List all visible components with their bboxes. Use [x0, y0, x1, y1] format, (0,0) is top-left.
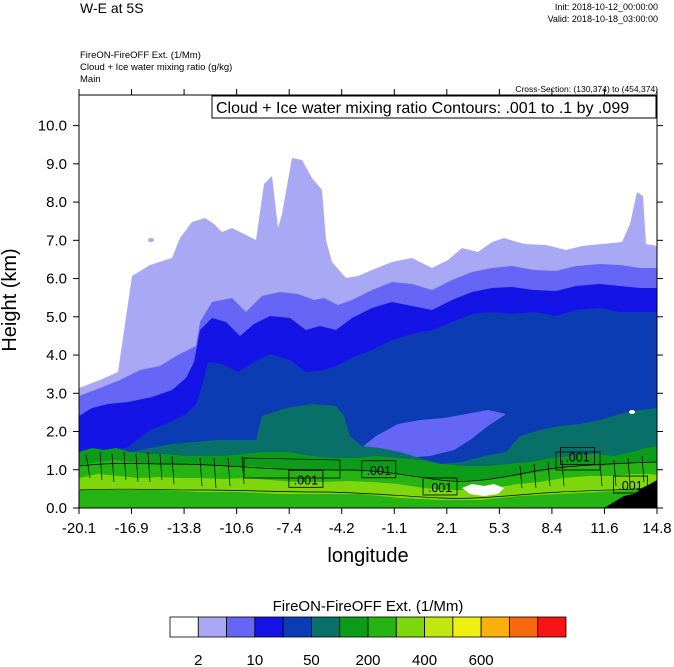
- contour-label-box: [560, 446, 595, 465]
- x-tick-label: -16.9: [114, 520, 148, 537]
- init-time: Init: 2018-10-12_00:00:00: [554, 2, 658, 12]
- contour-note-box: [211, 95, 657, 119]
- colorbar-swatch: [282, 616, 312, 638]
- y-tick-label: 1.0: [46, 462, 67, 479]
- contour-lines: [79, 451, 657, 499]
- contour-label-box: [361, 460, 397, 479]
- x-tick-label: 2.1: [436, 520, 457, 537]
- colorbar-swatch: [424, 616, 454, 638]
- colorbar-swatch: [226, 616, 256, 638]
- contour-label-box: [288, 469, 324, 488]
- plot-frame: [78, 94, 658, 509]
- colorbar-tick-label: 50: [303, 652, 320, 667]
- contour-label: .001: [294, 473, 318, 487]
- colorbar-swatch: [339, 616, 369, 638]
- colorbar-swatch: [452, 616, 482, 638]
- contour-label: .001: [565, 450, 589, 464]
- contour-label: .001: [428, 481, 452, 495]
- x-tick-label: 14.8: [642, 520, 671, 537]
- x-tick-label: 11.6: [590, 520, 618, 537]
- colorbar-swatch: [254, 616, 284, 638]
- colorbar-tick-label: 10: [247, 652, 264, 667]
- y-tick-label: 8.0: [46, 194, 67, 211]
- contour-label: .001: [367, 464, 391, 478]
- y-tick-label: 4.0: [46, 347, 67, 364]
- cross-section-label: Cross-Section: (130,374) to (454,374): [515, 84, 658, 94]
- contour-label: .001: [618, 479, 642, 493]
- colorbar-tick-label: 400: [412, 652, 437, 667]
- y-axis: 0.0 1.0 2.0 3.0 4.0 5.0 6.0 7.0 8.0 9.0 10.0: [38, 118, 663, 517]
- contour-label-box: [613, 475, 648, 494]
- extinction-band-500: [79, 474, 657, 500]
- field-description-2: Cloud + Ice water mixing ratio (g/kg): [80, 62, 233, 73]
- contour-note: Cloud + Ice water mixing ratio Contours:…: [216, 100, 629, 117]
- colorbar-tick-label: 2: [194, 652, 202, 667]
- y-tick-label: 10.0: [38, 118, 67, 135]
- x-tick-label: 8.4: [541, 520, 562, 537]
- colorbar-swatch: [537, 616, 567, 638]
- colorbar-swatch: [509, 616, 539, 638]
- x-axis: -20.1 -16.9 -13.8 -10.6 -7.4 -4.2 -1.1 2.1 5.3 8.…: [62, 89, 672, 537]
- colorbar-swatch: [367, 616, 397, 638]
- x-tick-label: -7.4: [276, 520, 302, 537]
- colorbar-tick-label: 600: [469, 652, 494, 667]
- colorbar-swatch: [197, 616, 227, 638]
- valid-time: Valid: 2018-10-18_03:00:00: [547, 14, 658, 24]
- field-description-3: Main: [80, 74, 101, 85]
- extinction-pocket-upper: [356, 410, 506, 458]
- colorbar-tick-label: 200: [355, 652, 380, 667]
- y-tick-label: 0.0: [46, 500, 67, 517]
- colorbar-swatch: [311, 616, 341, 638]
- field-description-1: FireON-FireOFF Ext. (1/Mm): [80, 50, 201, 61]
- x-tick-label: 5.3: [489, 520, 510, 537]
- contour-label-box: [422, 477, 458, 496]
- y-tick-label: 5.0: [46, 309, 67, 326]
- y-tick-label: 3.0: [46, 385, 67, 402]
- extinction-spot: [629, 410, 635, 414]
- y-tick-label: 6.0: [46, 271, 67, 288]
- colorbar: [169, 616, 567, 638]
- y-tick-label: 7.0: [46, 232, 67, 249]
- x-tick-label: -1.1: [381, 520, 407, 537]
- colorbar-labels: 2 10 50 200 400 600: [194, 652, 494, 667]
- y-tick-label: 2.0: [46, 424, 67, 441]
- x-tick-label: -4.2: [329, 520, 355, 537]
- contour-labels: .001 .001 .001 .001 .001: [288, 446, 648, 496]
- y-axis-title: Height (km): [0, 248, 21, 351]
- extinction-spot: [148, 238, 154, 242]
- x-axis-title: longitude: [327, 545, 408, 567]
- colorbar-swatch: [169, 616, 199, 638]
- terrain: [604, 480, 657, 508]
- y-tick-label: 9.0: [46, 156, 67, 173]
- x-tick-label: -20.1: [62, 520, 96, 537]
- plot-title: W-E at 5S: [80, 0, 144, 16]
- colorbar-swatch: [395, 616, 425, 638]
- shaded-field: [79, 158, 657, 508]
- extinction-gap: [462, 484, 504, 496]
- x-tick-label: -13.8: [167, 520, 201, 537]
- colorbar-title: FireON-FireOFF Ext. (1/Mm): [273, 598, 464, 615]
- x-tick-label: -10.6: [220, 520, 254, 537]
- colorbar-swatch: [480, 616, 510, 638]
